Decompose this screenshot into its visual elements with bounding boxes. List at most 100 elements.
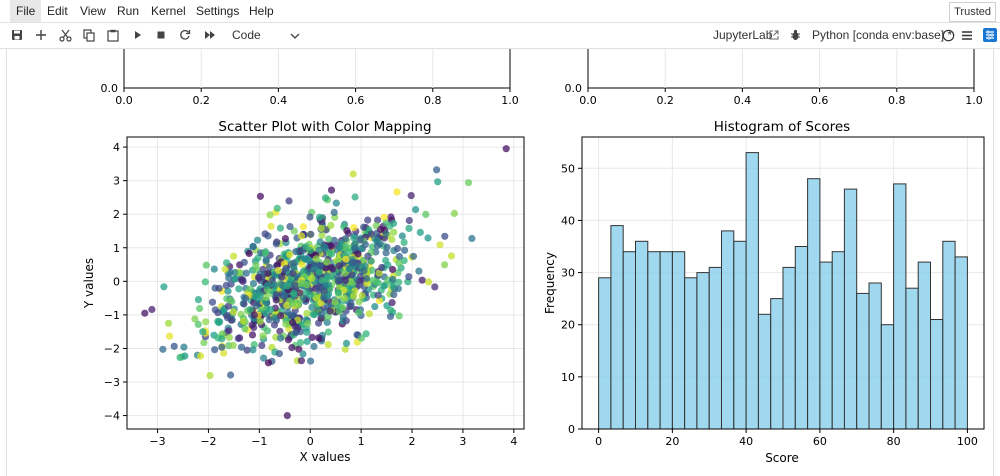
scatter-point: [260, 354, 268, 362]
menu-icon[interactable]: [960, 26, 974, 44]
cell-type-select[interactable]: Code: [232, 28, 261, 42]
histogram-bar: [745, 152, 759, 430]
menu-help[interactable]: Help: [249, 4, 274, 18]
scatter-point: [360, 223, 368, 231]
scatter-point: [387, 306, 395, 314]
stop-icon[interactable]: [154, 26, 168, 44]
external-link-icon[interactable]: [768, 26, 780, 44]
scatter-point: [222, 281, 230, 290]
scatter-point: [348, 279, 356, 287]
scatter-point: [328, 250, 336, 258]
kernel-name[interactable]: Python [conda env:base] *: [812, 28, 953, 42]
scatter-point: [298, 260, 306, 268]
menu-edit[interactable]: Edit: [47, 4, 68, 18]
scatter-point: [283, 412, 291, 420]
scatter-point: [502, 145, 510, 153]
jupyterlab-link[interactable]: JupyterLab: [713, 28, 773, 42]
scatter-ytick-label: −4: [104, 410, 120, 423]
scatter-point: [389, 219, 398, 227]
top-left-axes: 0.0 0.2 0.4 0.6 0.8 1.0 0.0: [101, 49, 519, 107]
scatter-point: [191, 315, 199, 323]
scatter-point: [164, 319, 173, 327]
menu-kernel[interactable]: Kernel: [151, 4, 186, 18]
scatter-point: [389, 282, 397, 290]
scatter-point: [339, 313, 347, 321]
scatter-point: [412, 206, 420, 214]
scatter-point: [441, 261, 449, 269]
scatter-point: [237, 276, 246, 284]
scatter-point: [341, 235, 349, 243]
scatter-point: [223, 259, 231, 267]
fast-forward-icon[interactable]: [203, 26, 217, 44]
notebook-toolbar: Code JupyterLab Python [conda env:base] …: [0, 23, 1000, 49]
scatter-point: [289, 318, 297, 327]
scatter-point: [277, 334, 285, 342]
scatter-xtick-label: −2: [200, 435, 216, 448]
scatter-point: [367, 230, 375, 238]
menu-settings[interactable]: Settings: [196, 4, 240, 18]
scatter-point: [277, 312, 285, 320]
scatter-point: [307, 357, 315, 365]
scatter-point: [310, 342, 318, 351]
cut-icon[interactable]: [58, 26, 72, 44]
scatter-ytick-label: 1: [113, 242, 120, 255]
scatter-point: [286, 251, 294, 259]
scatter-point: [170, 342, 178, 350]
bug-icon[interactable]: [789, 26, 801, 44]
histogram-bar: [647, 251, 661, 430]
scatter-point: [335, 262, 343, 270]
scatter-point: [250, 311, 258, 319]
property-inspector-icon[interactable]: [982, 25, 998, 45]
top-right-xtick-label: 0.0: [579, 94, 597, 107]
scatter-point: [393, 188, 401, 196]
histogram-bar: [831, 251, 846, 430]
scatter-point: [288, 344, 296, 352]
scatter-point: [348, 271, 356, 279]
scatter-point: [298, 279, 306, 287]
cell-gutter-right: [993, 49, 994, 476]
scatter-point: [237, 269, 245, 277]
restart-icon[interactable]: [178, 26, 192, 44]
scatter-point: [306, 213, 314, 221]
menu-view[interactable]: View: [80, 4, 106, 18]
scatter-point: [256, 317, 264, 325]
scatter-xtick-label: 3: [459, 435, 466, 448]
scatter-point: [226, 296, 234, 304]
scatter-point: [318, 231, 326, 239]
scatter-point: [264, 281, 272, 290]
scatter-point: [252, 261, 260, 270]
scatter-point: [199, 328, 207, 336]
scatter-point: [349, 170, 357, 178]
chevron-down-icon[interactable]: [290, 29, 300, 43]
menu-file[interactable]: File: [10, 0, 42, 22]
copy-icon[interactable]: [82, 26, 96, 44]
scatter-point: [323, 258, 331, 266]
menu-run[interactable]: Run: [117, 4, 140, 18]
scatter-point: [148, 305, 156, 314]
trusted-indicator[interactable]: Trusted: [949, 2, 996, 22]
scatter-point: [303, 328, 311, 336]
scatter-point: [362, 274, 371, 283]
scatter-point: [317, 311, 325, 319]
histogram-ytick-label: 40: [561, 214, 575, 227]
scatter-point: [286, 223, 294, 231]
histogram-bar: [893, 183, 907, 430]
scatter-point: [341, 345, 349, 353]
save-icon[interactable]: [10, 26, 24, 44]
paste-icon[interactable]: [106, 26, 120, 44]
scatter-point: [339, 304, 347, 312]
scatter-point: [350, 224, 358, 232]
scatter-point: [326, 307, 334, 315]
scatter-point: [245, 249, 253, 257]
add-icon[interactable]: [34, 26, 48, 44]
scatter-point: [263, 299, 271, 307]
scatter-point: [274, 266, 282, 274]
histogram-bar: [610, 225, 624, 430]
scatter-point: [350, 292, 358, 300]
run-icon[interactable]: [131, 26, 145, 44]
scatter-point: [340, 294, 348, 302]
histogram-bar: [671, 251, 686, 430]
scatter-point: [380, 213, 388, 221]
histogram-bar: [635, 240, 649, 430]
scatter-point: [374, 279, 382, 287]
